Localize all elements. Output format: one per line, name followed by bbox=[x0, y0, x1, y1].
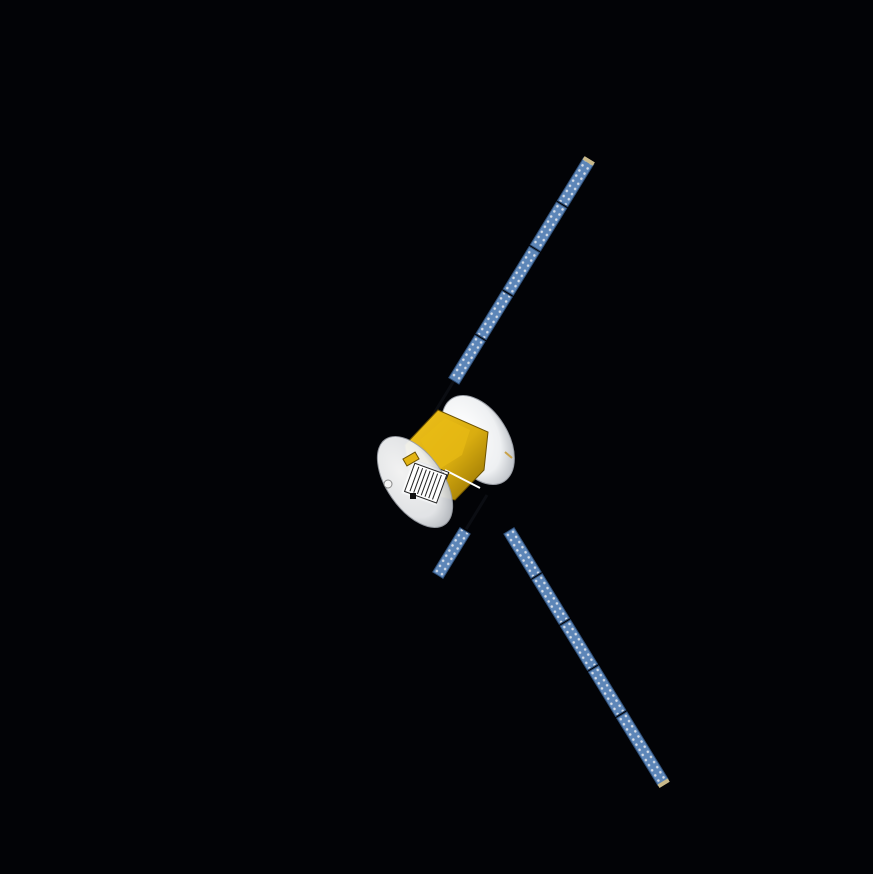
bus-strut bbox=[444, 469, 481, 489]
solar-panel-lower-tip bbox=[657, 778, 670, 789]
solar-array-lower-panels bbox=[503, 526, 670, 789]
solar-array-lower-yoke bbox=[464, 494, 489, 530]
solar-array-upper bbox=[431, 156, 595, 416]
solar-panel-lower-4 bbox=[587, 665, 627, 718]
solar-panel-lower-1b bbox=[503, 526, 542, 579]
solar-panel-lower-1 bbox=[432, 526, 471, 579]
solar-panel-upper-5 bbox=[556, 157, 595, 208]
bus-gold-highlight bbox=[420, 418, 470, 470]
solar-panel-lower-2 bbox=[531, 573, 571, 626]
solar-panel-upper-1 bbox=[448, 334, 486, 385]
solar-array-upper-yoke bbox=[431, 380, 456, 416]
thruster-block bbox=[402, 451, 420, 467]
solar-panel-lower-5 bbox=[616, 711, 669, 787]
solar-panel-upper-3 bbox=[502, 245, 541, 297]
sensor-head bbox=[383, 479, 393, 489]
antenna-mount-right bbox=[504, 451, 513, 459]
solar-panel-lower-3 bbox=[559, 619, 599, 672]
satellite-bus bbox=[376, 395, 515, 529]
solar-panel-upper-tip bbox=[582, 156, 595, 166]
solar-panel-upper-2 bbox=[475, 290, 513, 341]
solar-panel-upper-4 bbox=[529, 201, 568, 252]
sensor-port bbox=[410, 493, 416, 499]
solar-array-lower bbox=[432, 494, 489, 579]
